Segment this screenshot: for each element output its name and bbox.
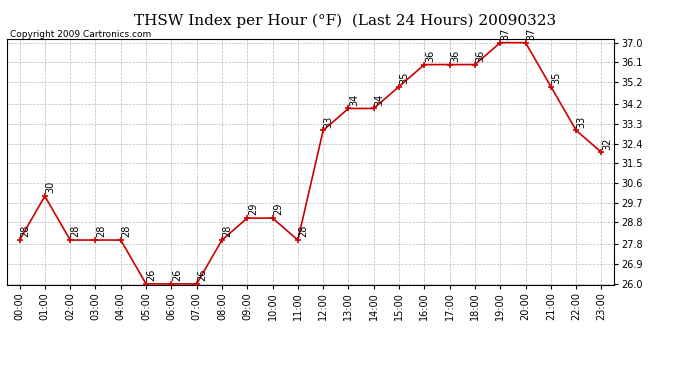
Text: 36: 36	[475, 50, 486, 62]
Text: 28: 28	[20, 225, 30, 237]
Text: 26: 26	[146, 269, 157, 281]
Text: 35: 35	[400, 71, 410, 84]
Text: 35: 35	[551, 71, 562, 84]
Text: 26: 26	[172, 269, 182, 281]
Text: 29: 29	[273, 203, 283, 215]
Text: 36: 36	[425, 50, 435, 62]
Text: 28: 28	[70, 225, 81, 237]
Text: 29: 29	[248, 203, 258, 215]
Text: THSW Index per Hour (°F)  (Last 24 Hours) 20090323: THSW Index per Hour (°F) (Last 24 Hours)…	[134, 13, 556, 27]
Text: 28: 28	[298, 225, 308, 237]
Text: 34: 34	[349, 93, 359, 106]
Text: 34: 34	[374, 93, 384, 106]
Text: 33: 33	[324, 116, 334, 128]
Text: 33: 33	[577, 116, 586, 128]
Text: Copyright 2009 Cartronics.com: Copyright 2009 Cartronics.com	[10, 30, 151, 39]
Text: 28: 28	[96, 225, 106, 237]
Text: 36: 36	[450, 50, 460, 62]
Text: 26: 26	[197, 269, 207, 281]
Text: 37: 37	[526, 27, 536, 40]
Text: 32: 32	[602, 137, 612, 150]
Text: 30: 30	[46, 181, 55, 194]
Text: 28: 28	[222, 225, 233, 237]
Text: 37: 37	[501, 27, 511, 40]
Text: 28: 28	[121, 225, 131, 237]
